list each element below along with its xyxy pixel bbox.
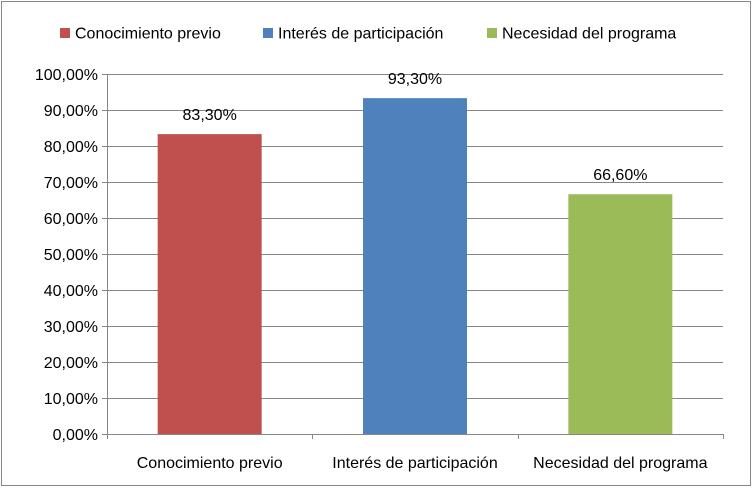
y-tick-label: 100,00%	[35, 67, 98, 84]
y-tick-label: 90,00%	[44, 103, 98, 120]
bars	[157, 98, 673, 435]
data-label: 66,60%	[593, 167, 647, 184]
bar	[568, 194, 673, 434]
legend-swatch	[60, 28, 70, 38]
y-tick-label: 0,00%	[53, 427, 98, 444]
y-tick-labels: 0,00% 10,00% 20,00% 30,00% 40,00% 50,00% 60,00…	[35, 67, 98, 444]
y-tick-label: 50,00%	[44, 247, 98, 264]
y-tick-label: 10,00%	[44, 391, 98, 408]
legend-swatch	[487, 28, 497, 38]
x-tick-labels: Conocimiento previo Interés de participac…	[137, 455, 708, 472]
legend: Conocimiento previo Interés de participac…	[60, 26, 676, 43]
x-tick-label: Necesidad del programa	[533, 455, 707, 472]
legend-label: Interés de participación	[278, 26, 443, 43]
axes	[102, 74, 724, 439]
legend-label: Conocimiento previo	[75, 26, 221, 43]
y-tick-label: 30,00%	[44, 319, 98, 336]
y-tick-label: 40,00%	[44, 283, 98, 300]
bar	[157, 134, 262, 434]
y-tick-label: 20,00%	[44, 355, 98, 372]
data-labels: 83,30% 93,30% 66,60%	[183, 71, 648, 184]
legend-swatch	[263, 28, 273, 38]
bar	[363, 98, 467, 435]
legend-label: Necesidad del programa	[502, 26, 676, 43]
y-tick-label: 80,00%	[44, 139, 98, 156]
x-tick-label: Conocimiento previo	[137, 455, 283, 472]
x-tick-label: Interés de participación	[332, 455, 497, 472]
data-label: 93,30%	[388, 71, 442, 88]
data-label: 83,30%	[183, 107, 237, 124]
y-tick-label: 70,00%	[44, 175, 98, 192]
y-tick-label: 60,00%	[44, 211, 98, 228]
